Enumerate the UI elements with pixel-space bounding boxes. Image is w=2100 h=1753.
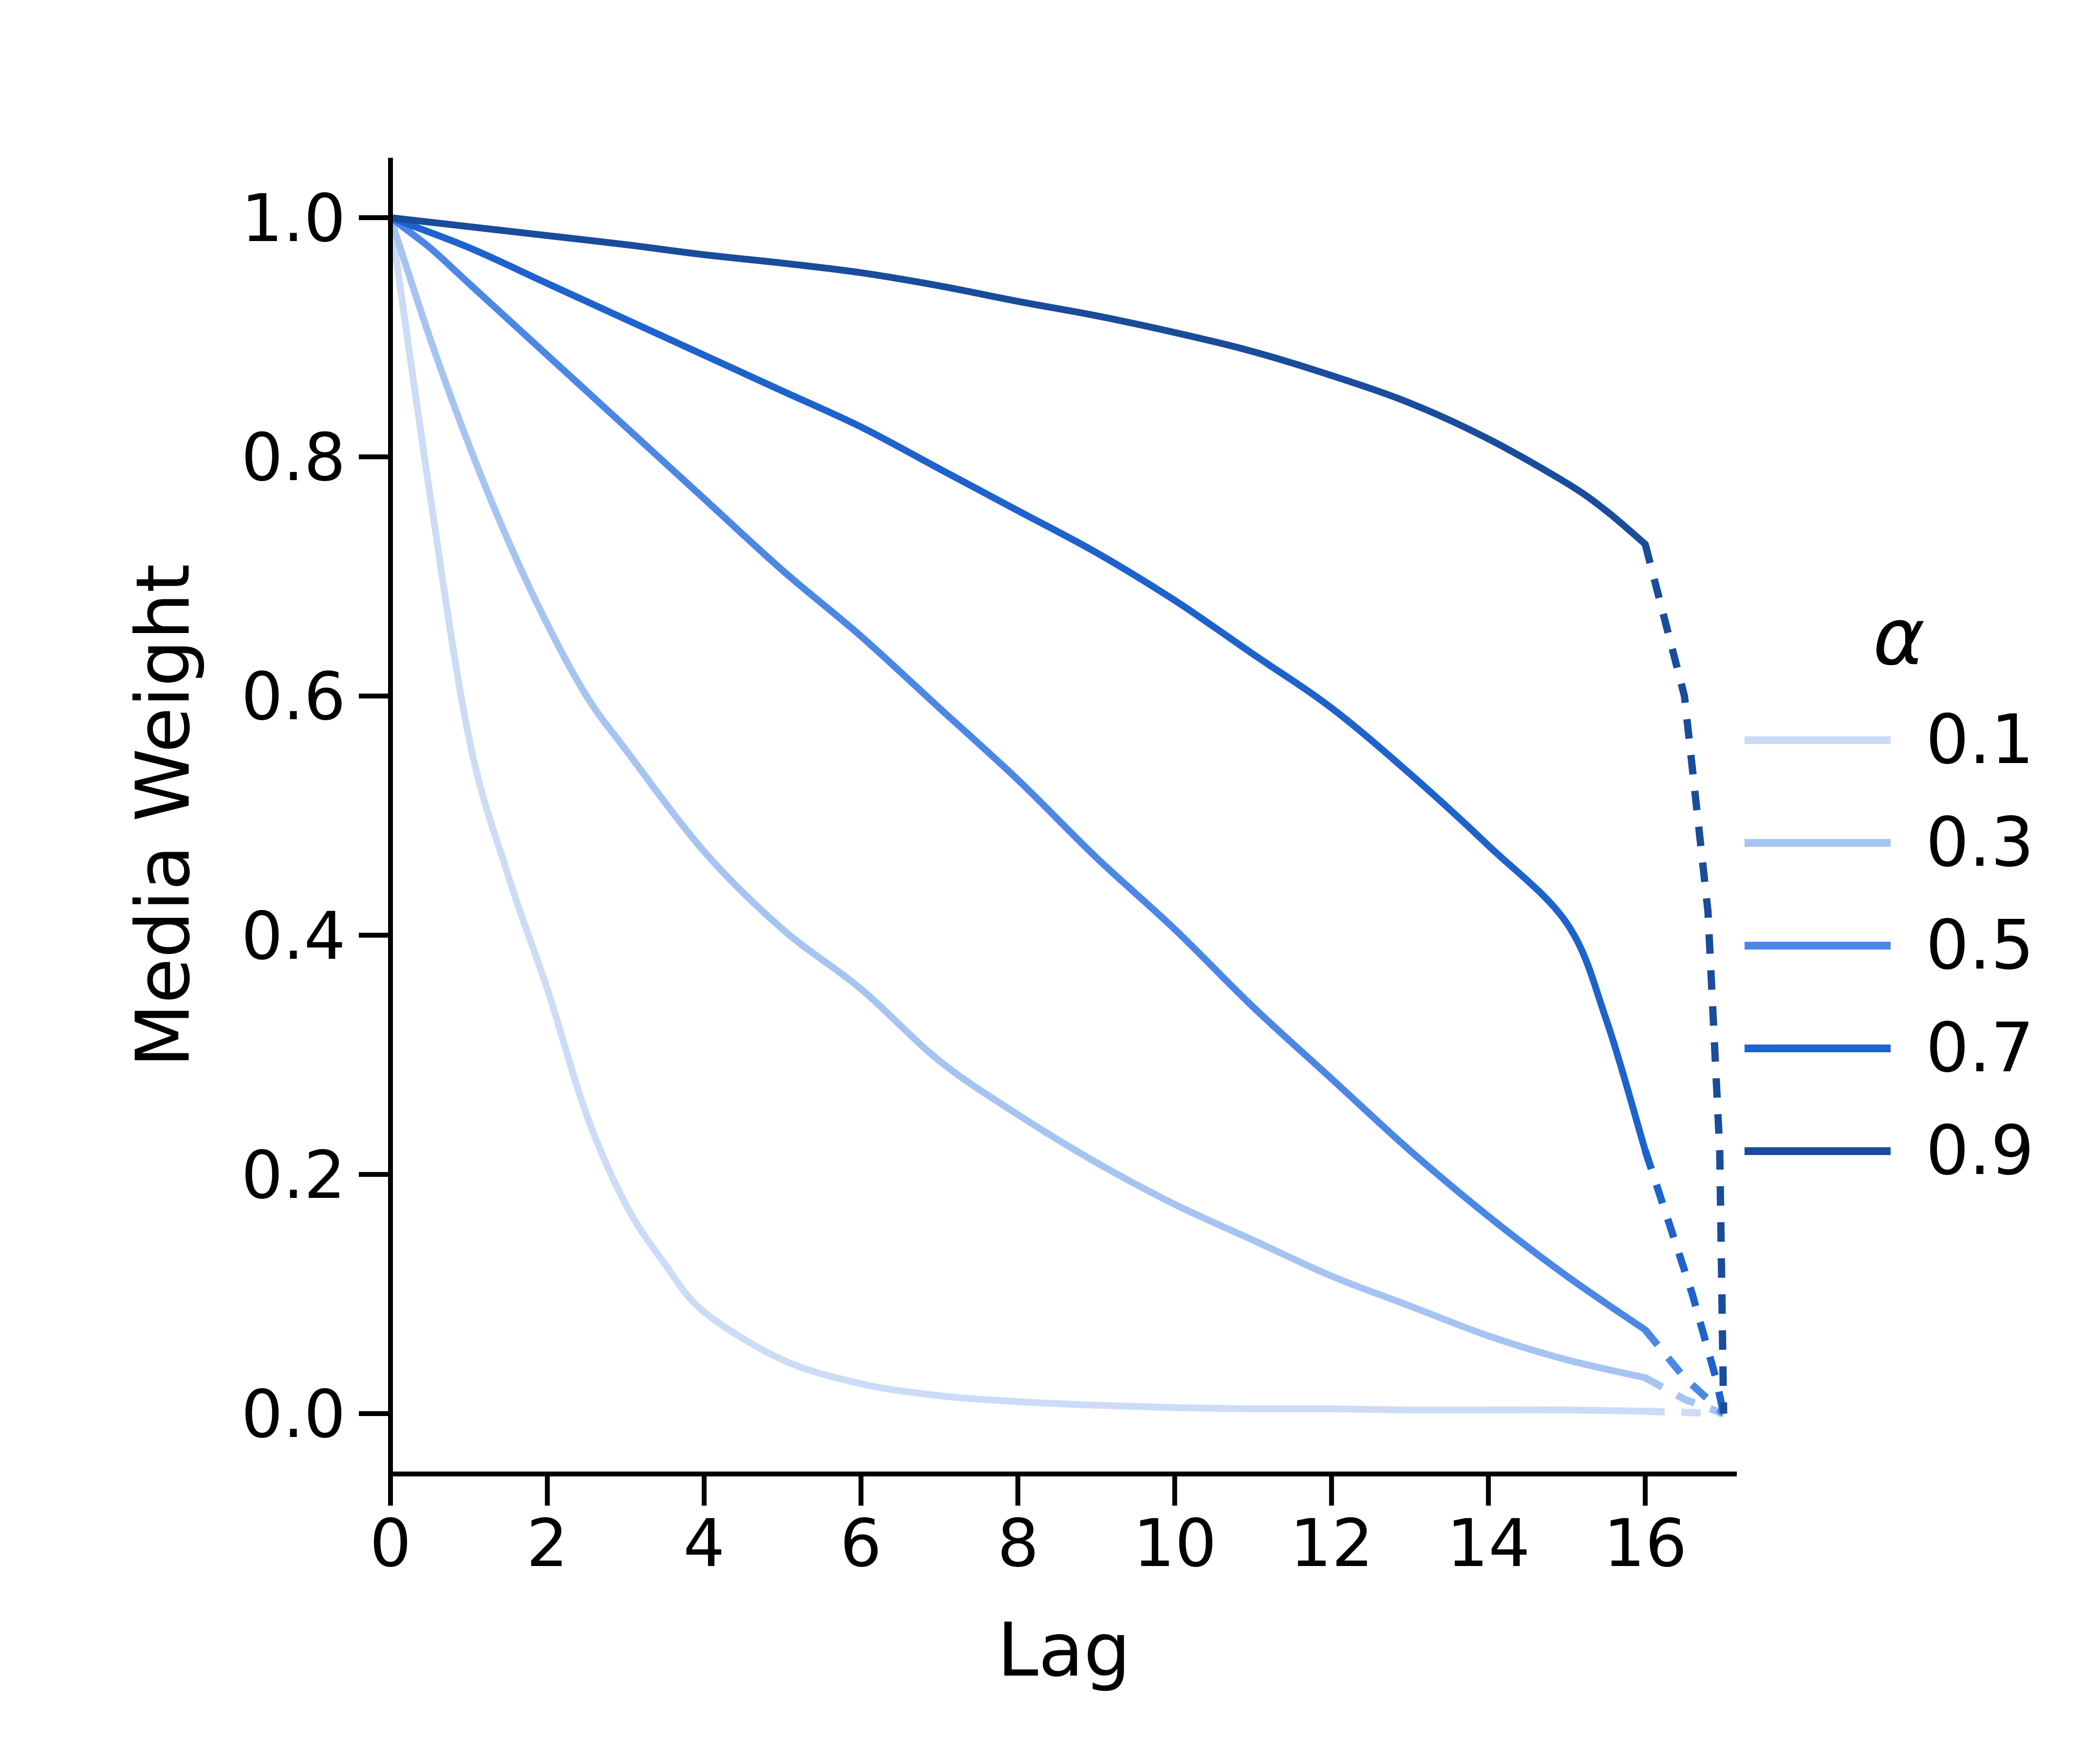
x-tick-label-6: 6 (840, 1505, 882, 1582)
legend-label-0.1: 0.1 (1926, 700, 2034, 780)
y-tick-label-0.2: 0.2 (241, 1137, 346, 1213)
x-axis-spine (388, 1472, 1737, 1476)
series-line-alpha-0.5 (387, 214, 1649, 1334)
x-tick-label-4: 4 (683, 1505, 725, 1582)
y-tick-label-0.6: 0.6 (241, 658, 346, 735)
series-dashed-tail-alpha-0.9 (1641, 543, 1728, 1414)
x-tick-label-0: 0 (370, 1505, 411, 1582)
x-tick-10 (1172, 1476, 1177, 1506)
y-tick-0.2 (359, 1172, 388, 1177)
x-tick-0 (388, 1476, 393, 1506)
x-tick-label-2: 2 (526, 1505, 568, 1582)
x-tick-label-14: 14 (1447, 1505, 1530, 1582)
legend-swatch-0.5 (1745, 942, 1891, 950)
x-tick-14 (1486, 1476, 1491, 1506)
series-line-alpha-0.9 (387, 214, 1649, 548)
y-tick-label-0.8: 0.8 (241, 419, 346, 496)
x-tick-8 (1015, 1476, 1021, 1506)
legend-label-0.5: 0.5 (1926, 906, 2034, 985)
x-tick-label-8: 8 (997, 1505, 1039, 1582)
y-tick-1 (359, 215, 388, 220)
legend-label-0.7: 0.7 (1926, 1008, 2034, 1088)
y-tick-label-0.4: 0.4 (241, 898, 346, 974)
series-line-alpha-0.7 (387, 214, 1649, 1154)
x-tick-16 (1642, 1476, 1648, 1506)
x-tick-12 (1329, 1476, 1334, 1506)
legend-swatch-0.7 (1745, 1044, 1891, 1052)
legend-title: α (1873, 592, 1925, 683)
y-tick-0.6 (359, 693, 388, 699)
y-tick-0.8 (359, 454, 388, 460)
legend-swatch-0.1 (1745, 736, 1891, 744)
legend-label-0.9: 0.9 (1926, 1111, 2034, 1191)
series-dashed-tail-alpha-0.1 (1645, 1407, 1724, 1417)
series-dashed-tail-alpha-0.3 (1643, 1374, 1725, 1417)
x-tick-2 (545, 1476, 550, 1506)
x-tick-label-16: 16 (1603, 1505, 1687, 1582)
series-line-alpha-0.3 (387, 214, 1649, 1381)
y-tick-0 (359, 1411, 388, 1416)
y-tick-label-1.0: 1.0 (241, 180, 346, 257)
y-tick-0.4 (359, 932, 388, 938)
x-tick-4 (702, 1476, 707, 1506)
legend-swatch-0.9 (1745, 1147, 1891, 1155)
x-tick-label-10: 10 (1133, 1505, 1217, 1582)
y-tick-label-0.0: 0.0 (241, 1376, 346, 1453)
x-tick-6 (858, 1476, 864, 1506)
y-axis-title: Media Weight (120, 563, 206, 1068)
y-axis-spine (388, 158, 393, 1476)
legend-label-0.3: 0.3 (1926, 803, 2034, 882)
x-tick-label-12: 12 (1290, 1505, 1374, 1582)
legend-swatch-0.3 (1745, 839, 1891, 847)
series-line-alpha-0.1 (387, 214, 1649, 1415)
x-axis-title: Lag (997, 1607, 1131, 1693)
series-dashed-tail-alpha-0.7 (1641, 1149, 1728, 1415)
